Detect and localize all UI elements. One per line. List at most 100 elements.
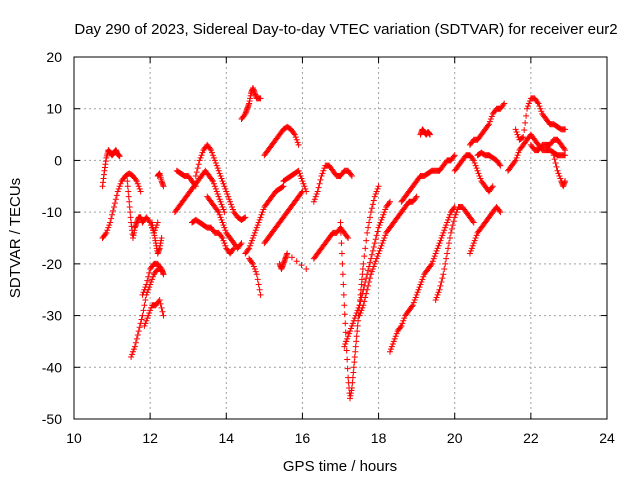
data-point xyxy=(429,258,436,265)
data-point xyxy=(219,178,226,185)
data-point xyxy=(192,183,199,190)
data-point xyxy=(229,206,236,213)
data-point xyxy=(141,322,148,329)
data-point xyxy=(297,172,304,179)
data-point xyxy=(381,235,388,241)
data-point xyxy=(520,134,527,141)
data-point xyxy=(391,335,398,342)
data-point xyxy=(251,229,258,236)
data-point xyxy=(146,218,153,225)
data-point xyxy=(212,160,219,167)
data-point xyxy=(341,302,348,309)
series-track-18 xyxy=(261,188,306,247)
data-point xyxy=(219,219,226,226)
data-point xyxy=(431,253,438,260)
data-point xyxy=(432,250,439,257)
data-point xyxy=(113,192,120,199)
data-point xyxy=(313,191,320,198)
data-point xyxy=(354,322,361,329)
data-point xyxy=(562,178,569,185)
data-point xyxy=(445,216,452,223)
data-point xyxy=(142,284,149,291)
data-point xyxy=(220,180,227,187)
data-point xyxy=(110,203,117,210)
y-tick-label: -20 xyxy=(42,256,62,272)
data-point xyxy=(359,304,366,311)
data-point xyxy=(216,170,223,177)
data-point xyxy=(362,245,369,252)
data-point xyxy=(218,175,225,182)
data-point xyxy=(378,242,385,249)
data-point xyxy=(537,105,544,112)
data-point xyxy=(443,222,450,229)
data-point xyxy=(382,206,389,213)
data-point xyxy=(451,152,458,159)
data-point xyxy=(340,291,347,298)
data-point xyxy=(366,278,373,285)
data-point xyxy=(293,258,300,265)
data-point xyxy=(534,99,541,106)
data-point xyxy=(160,312,167,319)
data-point xyxy=(386,200,393,207)
data-point xyxy=(143,281,150,288)
data-point xyxy=(284,250,291,257)
data-point xyxy=(360,260,367,267)
data-point xyxy=(238,240,245,247)
data-point xyxy=(470,157,477,164)
data-point xyxy=(408,303,415,310)
series-track-19 xyxy=(276,250,310,273)
data-point xyxy=(435,242,442,249)
data-point xyxy=(292,134,299,141)
data-point xyxy=(226,196,233,203)
data-point xyxy=(216,196,223,203)
data-point xyxy=(451,214,458,221)
data-point xyxy=(409,302,416,309)
data-point xyxy=(215,193,222,200)
data-point xyxy=(366,219,373,226)
data-point xyxy=(109,211,116,218)
y-axis-title: SDTVAR / TECUs xyxy=(7,178,24,298)
series-track-6 xyxy=(141,297,167,329)
data-point xyxy=(497,162,504,169)
data-point xyxy=(372,191,379,198)
data-point xyxy=(562,152,569,159)
series-track-12 xyxy=(192,141,249,223)
data-point xyxy=(535,100,542,107)
data-point xyxy=(144,277,151,284)
data-point xyxy=(347,328,354,335)
series-track-13 xyxy=(204,193,245,252)
data-point xyxy=(128,353,135,360)
x-tick-label: 20 xyxy=(447,430,463,446)
data-point xyxy=(449,222,456,229)
data-point xyxy=(365,224,372,231)
series-track-22 xyxy=(310,162,355,205)
data-point xyxy=(415,286,422,293)
data-point xyxy=(105,224,112,231)
data-point xyxy=(387,346,394,353)
data-point xyxy=(136,324,143,331)
data-point xyxy=(371,193,378,200)
data-point xyxy=(158,235,165,241)
series-track-17 xyxy=(261,123,302,159)
data-point xyxy=(468,245,475,252)
data-point xyxy=(450,218,457,225)
data-point xyxy=(228,203,235,210)
data-point xyxy=(375,250,382,257)
data-point xyxy=(469,218,476,225)
data-point xyxy=(446,214,453,221)
data-point xyxy=(146,269,153,276)
data-point xyxy=(419,276,426,283)
data-point xyxy=(442,224,449,231)
data-point xyxy=(374,228,381,235)
data-point xyxy=(418,278,425,285)
data-point xyxy=(249,260,256,267)
data-point xyxy=(217,214,224,221)
data-point xyxy=(135,183,142,190)
data-point xyxy=(142,320,149,327)
data-point xyxy=(372,236,379,243)
data-point xyxy=(252,227,259,234)
data-point xyxy=(446,235,453,241)
data-point xyxy=(132,339,139,346)
data-points xyxy=(99,85,569,402)
data-point xyxy=(475,170,482,177)
